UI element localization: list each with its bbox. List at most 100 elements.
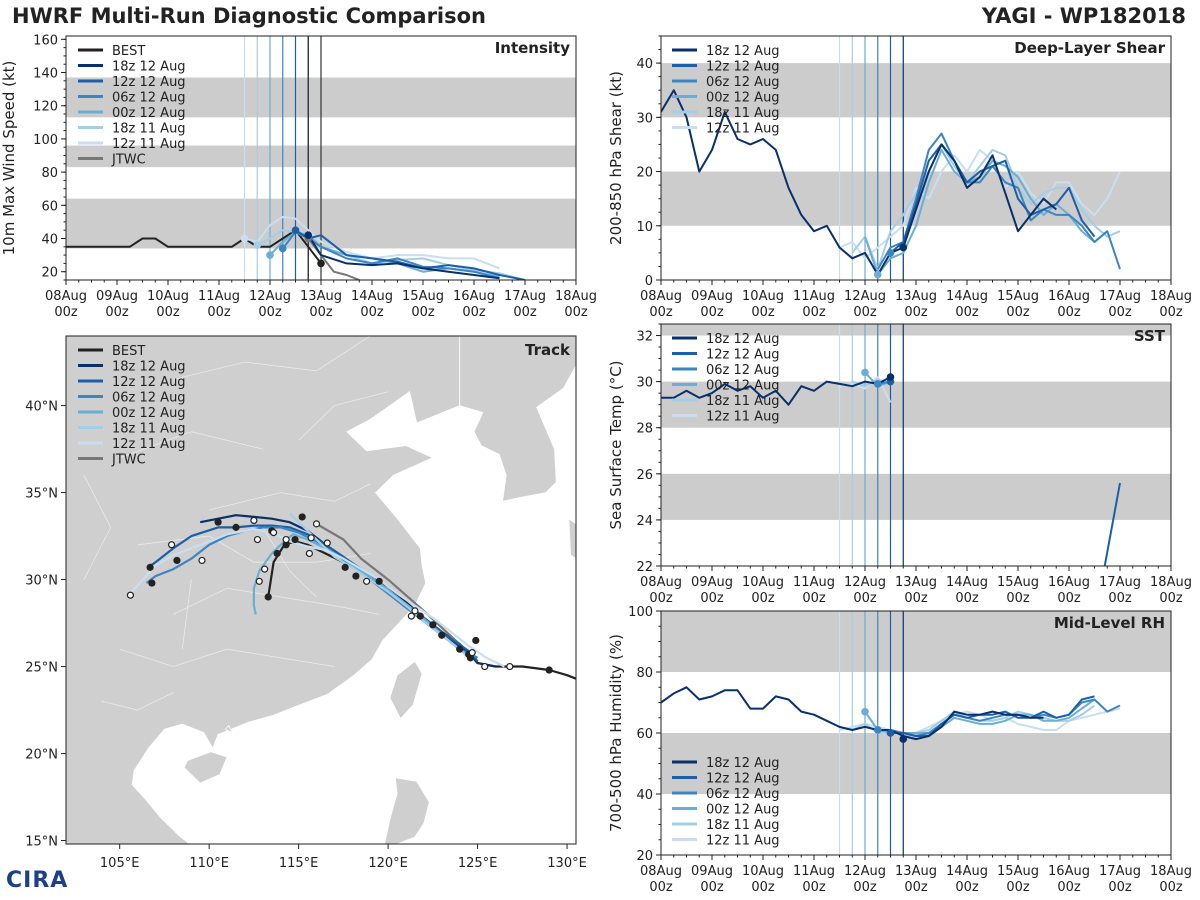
y-tick-label: 24 xyxy=(636,514,653,529)
x-tick-label: 00z xyxy=(564,305,588,320)
x-tick-label: 00z xyxy=(904,591,928,606)
province-border xyxy=(173,336,371,380)
legend-label: BEST xyxy=(112,344,145,359)
track-marker xyxy=(269,528,278,537)
x-tick-label: 120°E xyxy=(368,856,408,871)
y-tick-label: 22 xyxy=(636,560,653,575)
threshold-band xyxy=(661,733,1171,794)
legend-label: 06z 12 Aug xyxy=(112,91,186,106)
legend-label: 18z 12 Aug xyxy=(112,360,186,375)
x-tick-label: 15Aug xyxy=(997,575,1039,590)
track-marker xyxy=(472,636,480,645)
series-line xyxy=(294,229,526,280)
x-tick-label: 09Aug xyxy=(691,864,733,879)
x-tick-label: 00z xyxy=(1108,880,1132,895)
x-tick-label: 10Aug xyxy=(742,864,784,879)
track-marker xyxy=(167,541,176,549)
x-tick-label: 00z xyxy=(853,591,877,606)
x-tick-label: 12Aug xyxy=(249,289,291,304)
series-marker xyxy=(886,729,895,737)
panel-title: Mid-Level RH xyxy=(1054,614,1165,632)
y-tick-label: 30°N xyxy=(25,574,58,589)
x-tick-label: 00z xyxy=(54,305,78,320)
x-tick-label: 00z xyxy=(649,880,673,895)
x-tick-label: 00z xyxy=(411,305,435,320)
track-marker xyxy=(438,631,446,639)
x-tick-label: 16Aug xyxy=(1048,575,1090,590)
track-marker xyxy=(506,662,514,671)
legend-label: 00z 12 Aug xyxy=(706,803,780,818)
x-tick-label: 00z xyxy=(700,591,724,606)
province-border xyxy=(181,579,192,650)
x-tick-label: 00z xyxy=(1108,591,1132,606)
shear-panel: 01020304008Aug00z09Aug00z10Aug00z11Aug00… xyxy=(607,35,1192,320)
track-marker xyxy=(232,523,240,531)
y-tick-label: 120 xyxy=(33,100,58,115)
track-marker xyxy=(305,549,313,558)
series-group xyxy=(661,368,1121,566)
y-tick-label: 20°N xyxy=(25,748,58,763)
track-marker xyxy=(407,612,415,620)
province-border xyxy=(262,527,317,598)
y-tick-label: 60 xyxy=(41,199,58,214)
y-tick-label: 30 xyxy=(636,111,653,126)
x-tick-label: 14Aug xyxy=(351,289,393,304)
track-marker xyxy=(214,518,222,526)
series-marker xyxy=(240,234,249,243)
y-tick-label: 20 xyxy=(636,166,653,181)
y-tick-label: 15°N xyxy=(25,835,58,850)
y-axis-label: Sea Surface Temp (°C) xyxy=(607,360,625,529)
legend-label: 00z 12 Aug xyxy=(706,379,780,394)
track-marker xyxy=(282,535,290,544)
series-marker xyxy=(886,373,895,381)
x-tick-label: 00z xyxy=(1006,305,1030,320)
province-border xyxy=(209,483,371,511)
x-tick-label: 00z xyxy=(955,880,979,895)
series-group xyxy=(661,89,1121,279)
series-marker xyxy=(266,251,274,259)
y-tick-label: 100 xyxy=(33,133,58,148)
series-line xyxy=(66,229,322,265)
y-axis-label: 700-500 hPa Humidity (%) xyxy=(607,634,625,832)
x-tick-label: 11Aug xyxy=(793,864,835,879)
y-tick-label: 60 xyxy=(636,727,653,742)
x-tick-label: 17Aug xyxy=(1099,864,1141,879)
threshold-band xyxy=(661,611,1171,672)
track-marker xyxy=(291,535,299,544)
legend-label: 00z 12 Aug xyxy=(112,106,186,121)
y-tick-label: 0 xyxy=(645,274,653,289)
y-tick-label: 40°N xyxy=(25,400,58,415)
y-tick-label: 40 xyxy=(636,788,653,803)
y-tick-label: 100 xyxy=(628,605,653,620)
track-marker xyxy=(456,645,464,653)
x-tick-label: 00z xyxy=(1159,305,1183,320)
landmass xyxy=(183,751,228,784)
x-tick-label: 16Aug xyxy=(453,289,495,304)
track-marker xyxy=(264,593,272,601)
landmass xyxy=(224,725,234,734)
legend-label: 12z 12 Aug xyxy=(706,348,780,363)
legend-label: 06z 12 Aug xyxy=(706,787,780,802)
y-tick-label: 30 xyxy=(636,376,653,391)
landmass xyxy=(66,336,461,844)
track-marker xyxy=(307,534,315,542)
track-marker xyxy=(416,612,424,620)
track-marker xyxy=(545,666,553,674)
rh-panel: 2040608010008Aug00z09Aug00z10Aug00z11Aug… xyxy=(607,605,1192,895)
x-tick-label: 00z xyxy=(1057,591,1081,606)
x-tick-label: 09Aug xyxy=(691,289,733,304)
x-tick-label: 10Aug xyxy=(147,289,189,304)
x-tick-label: 16Aug xyxy=(1048,289,1090,304)
series-marker xyxy=(278,244,287,253)
x-tick-label: 00z xyxy=(1006,880,1030,895)
x-tick-label: 00z xyxy=(309,305,333,320)
x-tick-label: 14Aug xyxy=(946,289,988,304)
legend-label: 18z 11 Aug xyxy=(706,818,780,833)
x-tick-label: 110°E xyxy=(189,856,229,871)
y-tick-label: 40 xyxy=(636,57,653,72)
cira-logo: CIRA xyxy=(6,868,69,893)
threshold-band xyxy=(661,473,1171,520)
legend-label: 18z 12 Aug xyxy=(706,44,780,59)
track-line xyxy=(288,512,472,661)
y-tick-label: 80 xyxy=(636,666,653,681)
